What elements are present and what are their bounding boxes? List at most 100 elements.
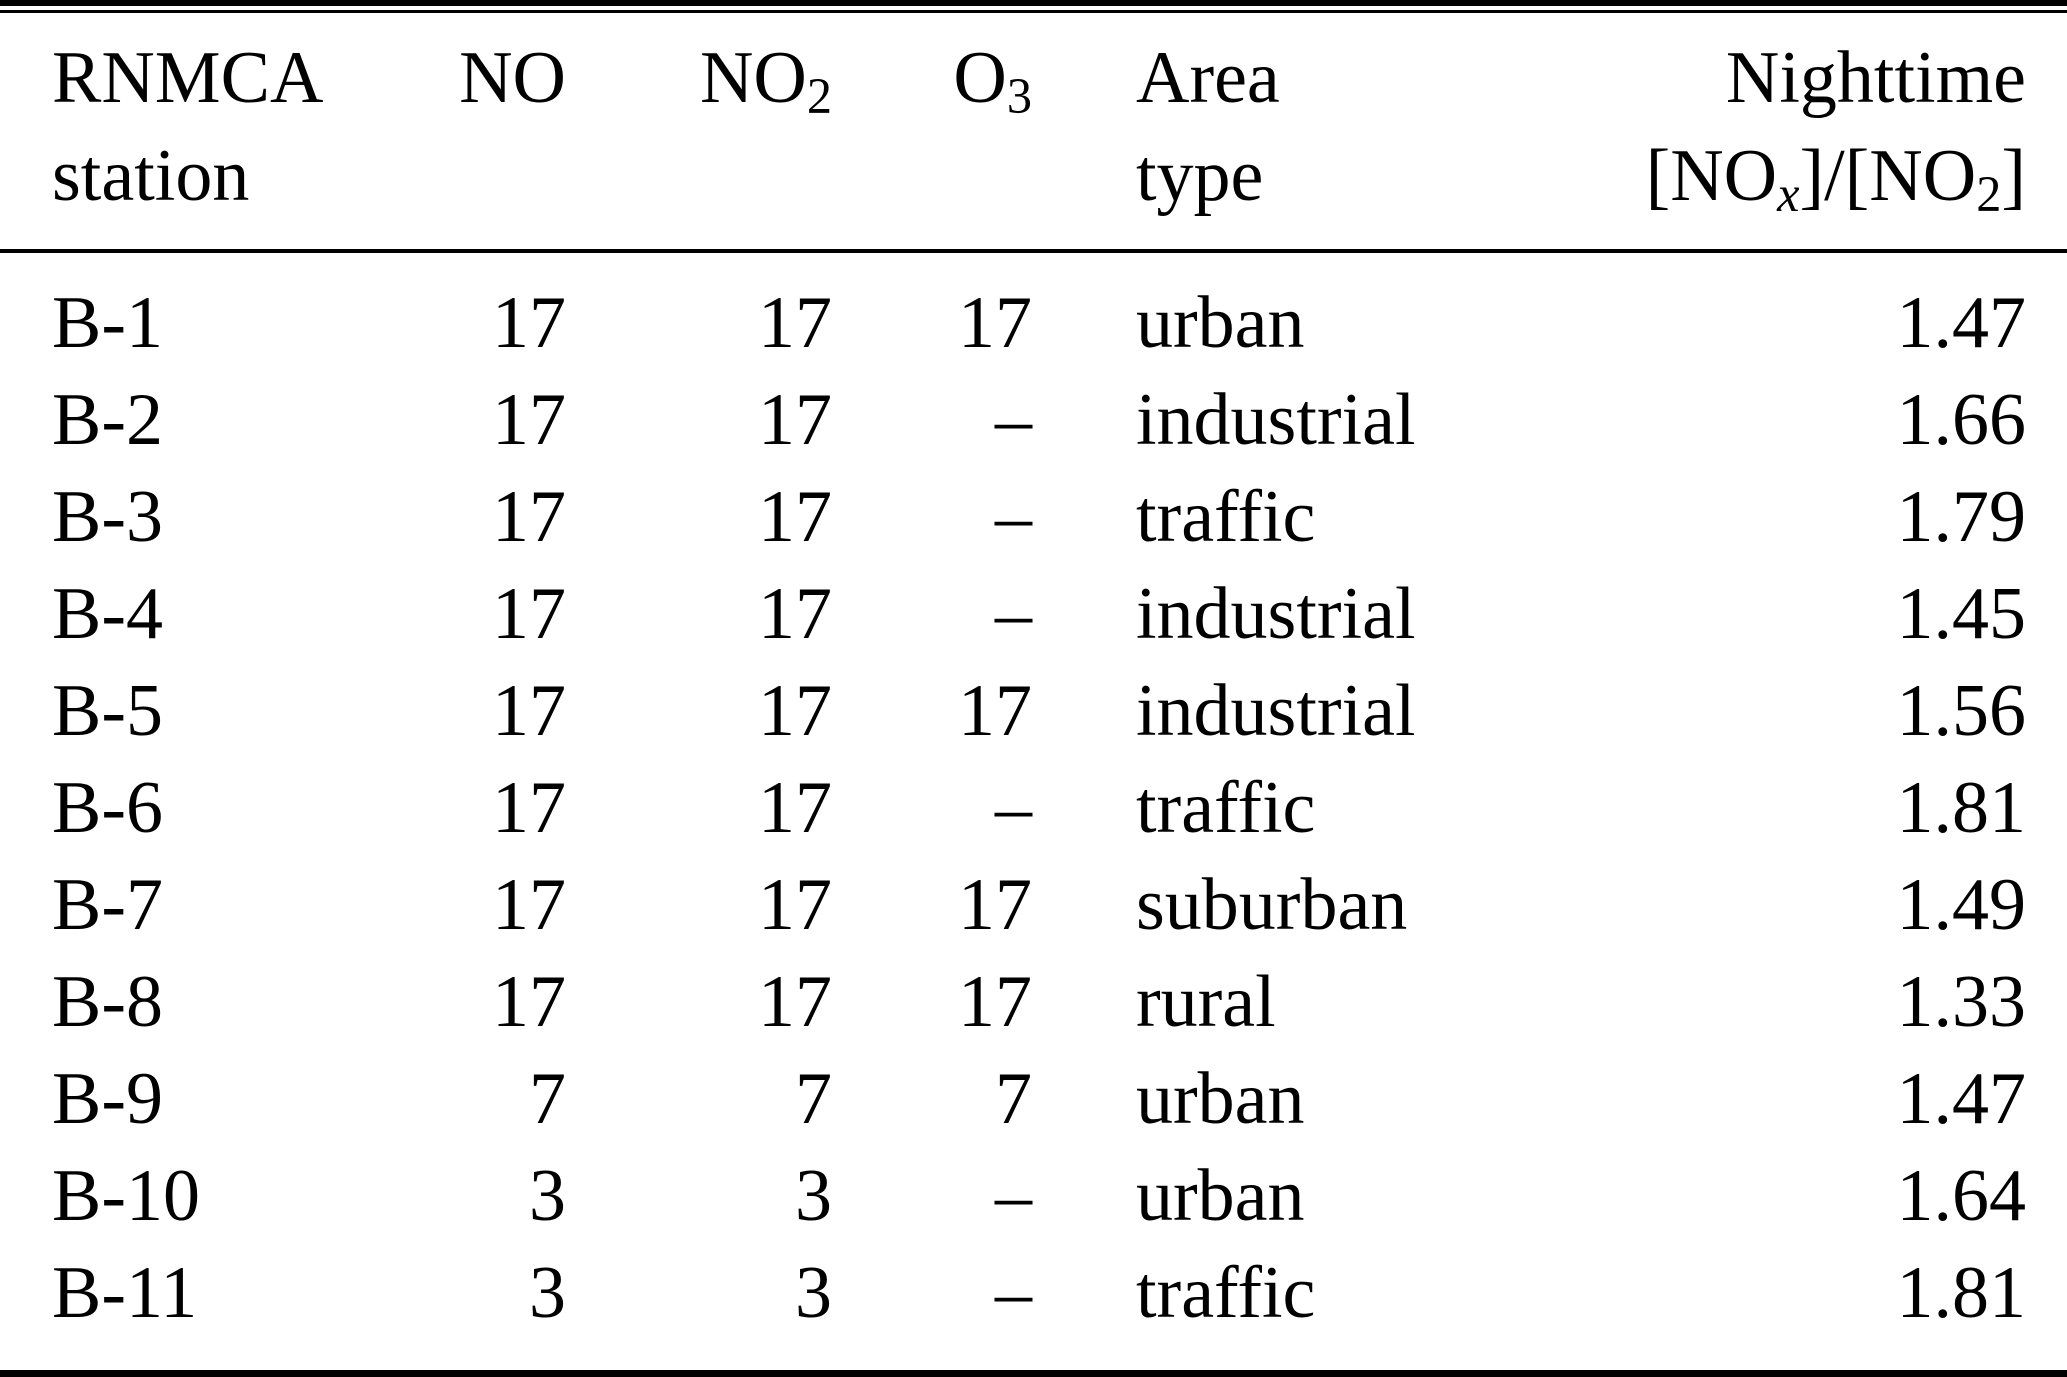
station-cell: B-4 bbox=[52, 573, 163, 655]
table-row: B-1 17 17 17 urban 1.47 bbox=[0, 251, 2067, 372]
no-cell: 17 bbox=[492, 961, 566, 1043]
ratio-formula-sub-2: 2 bbox=[1976, 166, 2002, 223]
area-type-cell: industrial bbox=[1136, 670, 1416, 752]
ratio-cell: 1.33 bbox=[1896, 961, 2027, 1043]
ratio-cell: 1.47 bbox=[1896, 282, 2027, 364]
table-row: B-2 17 17 – industrial 1.66 bbox=[0, 372, 2067, 469]
o3-header-subscript: 3 bbox=[1006, 68, 1032, 125]
no-cell: 17 bbox=[492, 476, 566, 558]
no2-cell: 17 bbox=[758, 476, 832, 558]
ratio-cell: 1.64 bbox=[1896, 1155, 2027, 1237]
no2-cell: 17 bbox=[758, 379, 832, 461]
station-cell: B-3 bbox=[52, 476, 163, 558]
o3-cell: 7 bbox=[995, 1058, 1032, 1140]
no2-cell: 3 bbox=[795, 1155, 832, 1237]
ratio-cell: 1.47 bbox=[1896, 1058, 2027, 1140]
station-cell: B-5 bbox=[52, 670, 163, 752]
table-bottom-rule bbox=[0, 1370, 2067, 1377]
no2-cell: 17 bbox=[758, 767, 832, 849]
no2-cell: 17 bbox=[758, 961, 832, 1043]
ratio-formula-sub-x: x bbox=[1777, 166, 1800, 223]
o3-cell: – bbox=[995, 767, 1032, 849]
ratio-formula-seg2: ]/[NO bbox=[1799, 135, 1977, 217]
station-cell: B-7 bbox=[52, 864, 163, 946]
table-top-rule bbox=[0, 0, 2067, 13]
header-row: RNMCA station NO NO2 O3 Area type Nightt bbox=[0, 13, 2067, 253]
no-cell: 3 bbox=[529, 1155, 566, 1237]
no-cell: 17 bbox=[492, 573, 566, 655]
no-cell: 3 bbox=[529, 1252, 566, 1334]
area-type-cell: traffic bbox=[1136, 1252, 1316, 1334]
station-cell: B-11 bbox=[52, 1252, 198, 1334]
col-header-no2: NO2 bbox=[566, 13, 832, 253]
table-header: RNMCA station NO NO2 O3 Area type Nightt bbox=[0, 13, 2067, 253]
o3-cell: 17 bbox=[958, 961, 1032, 1043]
area-type-cell: urban bbox=[1136, 1058, 1305, 1140]
area-type-cell: traffic bbox=[1136, 767, 1316, 849]
o3-cell: – bbox=[995, 573, 1032, 655]
station-cell: B-8 bbox=[52, 961, 163, 1043]
o3-cell: – bbox=[995, 379, 1032, 461]
table-row: B-3 17 17 – traffic 1.79 bbox=[0, 469, 2067, 566]
col-header-nighttime-ratio: Nighttime [NOx]/[NO2] bbox=[1640, 13, 2067, 253]
table-row: B-7 17 17 17 suburban 1.49 bbox=[0, 857, 2067, 954]
no2-cell: 17 bbox=[758, 670, 832, 752]
ratio-header-formula: [NOx]/[NO2] bbox=[1646, 135, 2026, 219]
no2-cell: 17 bbox=[758, 282, 832, 364]
o3-cell: – bbox=[995, 1252, 1032, 1334]
col-header-station: RNMCA station bbox=[0, 13, 400, 253]
no-cell: 17 bbox=[492, 767, 566, 849]
station-header-line2: station bbox=[52, 135, 250, 217]
ratio-cell: 1.49 bbox=[1896, 864, 2027, 946]
station-cell: B-1 bbox=[52, 282, 163, 364]
station-header-line1: RNMCA bbox=[52, 37, 324, 119]
col-header-o3: O3 bbox=[832, 13, 1032, 253]
area-type-cell: traffic bbox=[1136, 476, 1316, 558]
station-cell: B-10 bbox=[52, 1155, 200, 1237]
o3-header-base: O bbox=[953, 37, 1007, 119]
o3-cell: 17 bbox=[958, 282, 1032, 364]
ratio-cell: 1.66 bbox=[1896, 379, 2027, 461]
o3-cell: 17 bbox=[958, 670, 1032, 752]
col-header-no: NO bbox=[400, 13, 566, 253]
table-row: B-8 17 17 17 rural 1.33 bbox=[0, 954, 2067, 1051]
o3-cell: – bbox=[995, 1155, 1032, 1237]
table-row: B-4 17 17 – industrial 1.45 bbox=[0, 566, 2067, 663]
no2-header-base: NO bbox=[699, 37, 807, 119]
ratio-cell: 1.81 bbox=[1896, 767, 2027, 849]
area-type-cell: rural bbox=[1136, 961, 1276, 1043]
station-cell: B-6 bbox=[52, 767, 163, 849]
area-type-cell: industrial bbox=[1136, 573, 1416, 655]
station-cell: B-2 bbox=[52, 379, 163, 461]
table-row: B-6 17 17 – traffic 1.81 bbox=[0, 760, 2067, 857]
table-row: B-11 3 3 – traffic 1.81 bbox=[0, 1245, 2067, 1342]
area-type-cell: urban bbox=[1136, 1155, 1305, 1237]
no2-header-subscript: 2 bbox=[806, 68, 832, 125]
stations-table: RNMCA station NO NO2 O3 Area type Nightt bbox=[0, 13, 2067, 1342]
o3-cell: – bbox=[995, 476, 1032, 558]
area-header-line2: type bbox=[1136, 135, 1264, 217]
no2-cell: 17 bbox=[758, 864, 832, 946]
ratio-header-line1: Nighttime bbox=[1725, 37, 2026, 119]
no2-cell: 17 bbox=[758, 573, 832, 655]
table-row: B-5 17 17 17 industrial 1.56 bbox=[0, 663, 2067, 760]
no-cell: 17 bbox=[492, 282, 566, 364]
no-cell: 7 bbox=[529, 1058, 566, 1140]
col-header-area-type: Area type bbox=[1032, 13, 1640, 253]
ratio-cell: 1.45 bbox=[1896, 573, 2027, 655]
o3-cell: 17 bbox=[958, 864, 1032, 946]
ratio-cell: 1.81 bbox=[1896, 1252, 2027, 1334]
area-type-cell: suburban bbox=[1136, 864, 1408, 946]
area-type-cell: industrial bbox=[1136, 379, 1416, 461]
no2-cell: 3 bbox=[795, 1252, 832, 1334]
area-header-line1: Area bbox=[1136, 37, 1280, 119]
ratio-cell: 1.56 bbox=[1896, 670, 2027, 752]
no-cell: 17 bbox=[492, 379, 566, 461]
no2-cell: 7 bbox=[795, 1058, 832, 1140]
table-body: B-1 17 17 17 urban 1.47 B-2 17 17 – indu… bbox=[0, 251, 2067, 1342]
station-cell: B-9 bbox=[52, 1058, 163, 1140]
no-cell: 17 bbox=[492, 670, 566, 752]
table-row: B-9 7 7 7 urban 1.47 bbox=[0, 1051, 2067, 1148]
no-cell: 17 bbox=[492, 864, 566, 946]
